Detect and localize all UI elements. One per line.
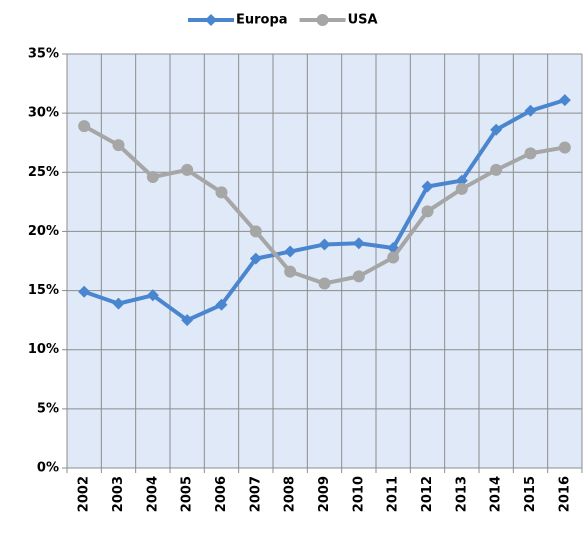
y-tick-label: 5% [37,401,59,416]
data-point [146,171,159,184]
y-tick-label: 25% [28,165,59,180]
legend-marker [205,14,217,26]
data-point [215,298,228,311]
data-point [421,205,434,218]
data-point [387,251,400,264]
x-tick-label: 2016 [557,476,572,512]
y-tick-label: 35% [28,47,59,62]
data-point [352,270,365,283]
data-point [284,245,297,258]
x-tick-label: 2009 [317,476,332,512]
data-point [112,297,125,310]
legend-label: USA [348,13,378,28]
data-point [318,277,331,290]
y-tick-label: 10% [28,342,59,357]
legend-label: Europa [236,13,288,28]
x-tick-label: 2008 [283,476,298,512]
x-tick-label: 2014 [489,476,504,512]
data-point [181,314,194,327]
data-point [181,163,194,176]
legend-marker [316,14,329,26]
x-tick-label: 2007 [248,476,263,512]
data-point [455,174,468,187]
data-point [215,186,228,199]
data-point [249,252,262,265]
data-point [146,289,159,302]
data-point [490,123,503,136]
x-tick-label: 2003 [111,476,126,512]
data-point [558,94,571,107]
data-point [455,182,468,195]
data-point [318,238,331,251]
x-tick-label: 2015 [523,476,538,512]
data-point [352,237,365,250]
data-point [284,265,297,278]
data-point [490,163,503,176]
data-point [249,225,262,238]
x-tick-label: 2011 [386,476,401,512]
x-tick-label: 2010 [351,476,366,512]
x-tick-label: 2006 [214,476,229,512]
x-tick-label: 2002 [77,476,92,512]
data-point [78,120,91,133]
y-tick-label: 0% [37,461,59,476]
data-point [524,147,537,160]
x-tick-label: 2005 [180,476,195,512]
data-point [558,141,571,154]
data-point [78,285,91,298]
x-tick-label: 2004 [145,476,160,512]
plot-area [67,54,582,468]
x-tick-label: 2013 [454,476,469,512]
data-point [524,104,537,117]
x-tick-label: 2012 [420,476,435,512]
y-tick-label: 15% [28,283,59,298]
y-tick-label: 20% [28,224,59,239]
data-point [421,180,434,193]
y-tick-label: 30% [28,106,59,121]
data-point [112,139,125,152]
